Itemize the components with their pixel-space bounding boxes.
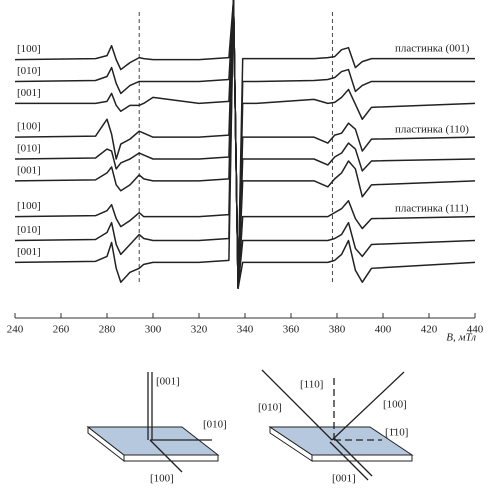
x-tick-label: 280 xyxy=(99,324,116,336)
series-label: [100] xyxy=(17,121,41,133)
axis-label: [010] xyxy=(258,402,282,414)
axis-label: [010] xyxy=(203,419,227,431)
plate-annotation: пластинка (001) xyxy=(395,43,470,55)
spectrum-line xyxy=(14,0,475,289)
series-label: [010] xyxy=(17,65,41,77)
series-label: [010] xyxy=(17,143,41,155)
spectrum-line xyxy=(14,0,476,289)
spectrum-line xyxy=(14,0,475,289)
x-tick-label: 440 xyxy=(467,324,484,336)
plate-side xyxy=(311,454,413,462)
x-tick-label: 360 xyxy=(283,324,300,336)
spectrum-line xyxy=(14,0,476,289)
x-tick-label: 400 xyxy=(375,324,392,336)
axis-line xyxy=(149,439,183,473)
x-axis-title: B, мТл xyxy=(446,332,476,344)
series-label: [010] xyxy=(17,224,41,236)
x-tick-label: 420 xyxy=(421,324,438,336)
x-tick-label: 340 xyxy=(237,324,254,336)
series-label: [100] xyxy=(17,200,41,212)
diagram-left: [001] [010] [100] xyxy=(86,372,227,485)
x-tick-label: 300 xyxy=(145,324,162,336)
axis-label: [110] xyxy=(300,379,323,391)
plate-annotation: пластинка (111) xyxy=(395,203,469,215)
diagram-right: [110] [010] [100] [1̄10] [001] xyxy=(258,369,414,485)
plate-annotation: пластинка (110) xyxy=(395,124,469,136)
series-label: [001] xyxy=(17,246,41,258)
plate xyxy=(86,426,220,456)
x-tick-label: 260 xyxy=(53,324,70,336)
spectrum-line xyxy=(15,0,476,289)
axis-label: [001] xyxy=(332,473,356,485)
axis-line xyxy=(331,371,405,441)
spectrum-line xyxy=(14,0,476,289)
plate xyxy=(268,426,414,456)
spectrum-line xyxy=(14,0,476,289)
spectrum-line xyxy=(14,0,476,289)
series-label: [100] xyxy=(17,43,41,55)
axis-label: [100] xyxy=(150,473,174,485)
x-tick-label: 320 xyxy=(191,324,208,336)
axis-label: [1̄10] xyxy=(385,427,408,439)
axis-line xyxy=(329,441,369,481)
axis-label: [001] xyxy=(156,376,180,388)
x-tick-label: 240 xyxy=(7,324,24,336)
series-label: [001] xyxy=(17,87,41,99)
series-label: [001] xyxy=(17,164,41,176)
x-tick-label: 380 xyxy=(329,324,346,336)
axis-line xyxy=(261,369,333,441)
axis-line xyxy=(333,437,373,477)
spectrum-line xyxy=(14,0,476,289)
axis-label: [100] xyxy=(383,399,407,411)
